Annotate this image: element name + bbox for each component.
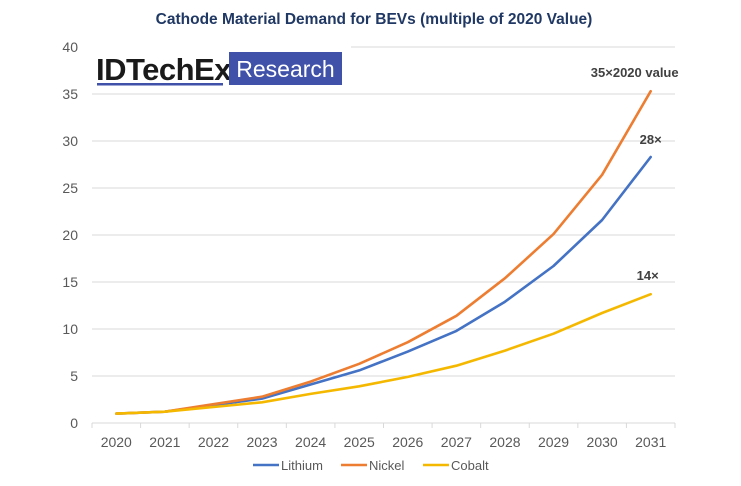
legend-item-nickel: Nickel (341, 458, 405, 473)
x-tick-label-2024: 2024 (295, 434, 326, 450)
x-tick-label-2028: 2028 (489, 434, 520, 450)
annotation-lithium: 28× (640, 132, 662, 147)
y-tick-label-35: 35 (62, 86, 78, 102)
y-tick-label-10: 10 (62, 321, 78, 337)
x-tick-label-2031: 2031 (635, 434, 666, 450)
legend: Lithium Nickel Cobalt (253, 458, 489, 473)
x-tick-label-2021: 2021 (149, 434, 180, 450)
x-tick-label-2020: 2020 (101, 434, 132, 450)
logo-badge-text: Research (236, 56, 334, 82)
logo-brand: IDTechEx (96, 52, 232, 87)
gridlines (92, 46, 675, 377)
x-tick-label-2029: 2029 (538, 434, 569, 450)
x-tick-label-2026: 2026 (392, 434, 423, 450)
series-line-cobalt (115, 292, 653, 415)
y-tick-label-5: 5 (70, 368, 78, 384)
x-tick-label-2023: 2023 (246, 434, 277, 450)
y-tick-label-20: 20 (62, 227, 78, 243)
annotation-nickel: 35×2020 value (591, 65, 679, 80)
y-tick-label-15: 15 (62, 274, 78, 290)
x-tick-label-2027: 2027 (441, 434, 472, 450)
legend-label-lithium: Lithium (281, 458, 323, 473)
legend-item-lithium: Lithium (253, 458, 323, 473)
x-tick-label-2030: 2030 (587, 434, 618, 450)
x-tick-label-2022: 2022 (198, 434, 229, 450)
logo-underline (97, 83, 223, 86)
x-axis: 2020 2021 2022 2023 2024 2025 2026 2027 2028 2029… (91, 422, 676, 450)
legend-item-cobalt: Cobalt (423, 458, 489, 473)
series-line-nickel (115, 89, 653, 415)
chart-title: Cathode Material Demand for BEVs (multip… (156, 11, 593, 28)
series-line-lithium (115, 155, 653, 415)
y-tick-label-30: 30 (62, 133, 78, 149)
y-tick-label-25: 25 (62, 180, 78, 196)
legend-label-cobalt: Cobalt (451, 458, 489, 473)
x-tick-label-2025: 2025 (344, 434, 375, 450)
y-tick-label-40: 40 (62, 39, 78, 55)
legend-label-nickel: Nickel (369, 458, 405, 473)
y-axis-ticks: 0 5 10 15 20 25 30 35 40 (62, 39, 78, 431)
series-lines (115, 89, 653, 415)
annotations: 35×2020 value 28× 14× (591, 65, 679, 283)
y-tick-label-0: 0 (70, 415, 78, 431)
annotation-cobalt: 14× (637, 268, 659, 283)
logo-badge (229, 52, 342, 85)
idtechex-logo: IDTechEx Research (91, 46, 351, 92)
